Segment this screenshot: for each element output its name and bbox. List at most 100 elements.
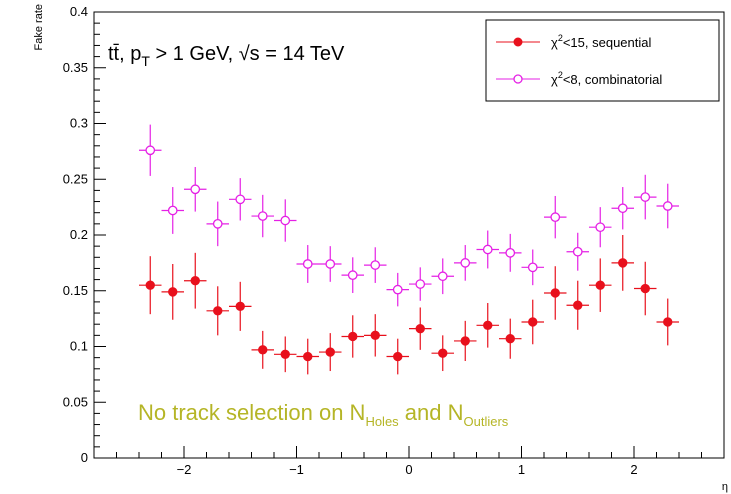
data-point — [477, 231, 500, 269]
annotation-sub2: Outliers — [464, 414, 509, 429]
data-point — [567, 281, 590, 330]
marker — [236, 302, 244, 310]
x-tick-label: 2 — [630, 462, 637, 477]
y-tick-label: 0.15 — [63, 283, 88, 298]
data-point — [207, 202, 230, 247]
y-tick-label: 0.25 — [63, 171, 88, 186]
series-sequential — [139, 235, 679, 374]
marker — [394, 352, 402, 360]
y-axis: 0 0.05 0.1 0.15 0.2 0.25 0.3 0.35 0.4 — [63, 4, 106, 465]
data-point — [184, 253, 207, 309]
data-point — [634, 262, 657, 316]
marker — [416, 280, 424, 288]
y-tick-label: 0.35 — [63, 60, 88, 75]
marker — [506, 249, 514, 257]
x-axis: −2 −1 0 1 2 — [94, 446, 724, 477]
legend-marker-sequential — [514, 38, 522, 46]
data-point — [297, 339, 320, 375]
data-point — [274, 199, 297, 241]
data-point — [207, 286, 230, 335]
annotation-sub1: Holes — [365, 414, 399, 429]
data-point — [589, 207, 612, 247]
data-point — [252, 331, 275, 369]
data-point — [522, 249, 545, 285]
data-point — [477, 303, 500, 348]
data-point — [342, 315, 365, 357]
marker — [349, 332, 357, 340]
legend: χ2<15, sequential χ2<8, combinatorial — [486, 20, 719, 101]
data-point — [274, 336, 297, 372]
marker — [641, 193, 649, 201]
marker — [461, 337, 469, 345]
data-point — [432, 335, 455, 371]
legend-label-combinatorial: χ2<8, combinatorial — [551, 70, 662, 87]
data-point — [589, 258, 612, 312]
data-point — [387, 339, 410, 375]
x-tick-label: −1 — [289, 462, 304, 477]
data-point — [567, 233, 590, 271]
marker — [484, 321, 492, 329]
marker — [191, 185, 199, 193]
marker — [326, 348, 334, 356]
marker — [664, 202, 672, 210]
y-tick-label: 0.4 — [70, 4, 88, 19]
marker — [214, 220, 222, 228]
marker — [439, 349, 447, 357]
data-point — [634, 175, 657, 220]
data-point — [409, 307, 432, 349]
data-point — [297, 245, 320, 283]
annotation-text: No track selection on NHoles and NOutlie… — [138, 400, 509, 429]
y-tick-label: 0.3 — [70, 116, 88, 131]
data-point — [162, 187, 185, 234]
marker — [439, 272, 447, 280]
marker — [416, 324, 424, 332]
data-point — [499, 319, 522, 359]
marker — [304, 260, 312, 268]
marker — [146, 281, 154, 289]
data-point — [319, 246, 342, 282]
data-point — [229, 178, 252, 220]
marker — [236, 195, 244, 203]
data-point — [657, 184, 680, 229]
marker — [529, 263, 537, 271]
data-point — [229, 282, 252, 331]
x-tick-label: 0 — [405, 462, 412, 477]
marker — [281, 350, 289, 358]
data-point — [364, 247, 387, 283]
marker — [551, 213, 559, 221]
y-tick-label: 0.1 — [70, 339, 88, 354]
data-point — [612, 187, 635, 229]
marker — [169, 288, 177, 296]
marker — [596, 281, 604, 289]
marker — [596, 223, 604, 231]
marker — [574, 301, 582, 309]
data-point — [139, 125, 162, 176]
marker — [529, 318, 537, 326]
y-tick-label: 0.05 — [63, 394, 88, 409]
data-point — [319, 333, 342, 371]
process-label-part1: tt̄, p — [108, 43, 141, 65]
marker — [371, 261, 379, 269]
data-point — [184, 167, 207, 212]
marker — [281, 216, 289, 224]
process-label: tt̄, pT > 1 GeV, √s = 14 TeV — [108, 43, 345, 69]
annotation-part2: and N — [399, 400, 464, 425]
data-point — [454, 321, 477, 361]
marker — [259, 212, 267, 220]
marker — [641, 284, 649, 292]
marker — [169, 206, 177, 214]
legend-box — [486, 20, 719, 101]
series-layer — [139, 125, 679, 375]
annotation-part1: No track selection on N — [138, 400, 365, 425]
data-point — [454, 245, 477, 281]
x-tick-label: 1 — [518, 462, 525, 477]
marker — [394, 285, 402, 293]
marker — [304, 352, 312, 360]
marker — [664, 318, 672, 326]
data-point — [139, 256, 162, 314]
data-point — [499, 234, 522, 272]
data-point — [252, 195, 275, 237]
legend-marker-combinatorial — [514, 75, 522, 83]
data-point — [522, 300, 545, 345]
